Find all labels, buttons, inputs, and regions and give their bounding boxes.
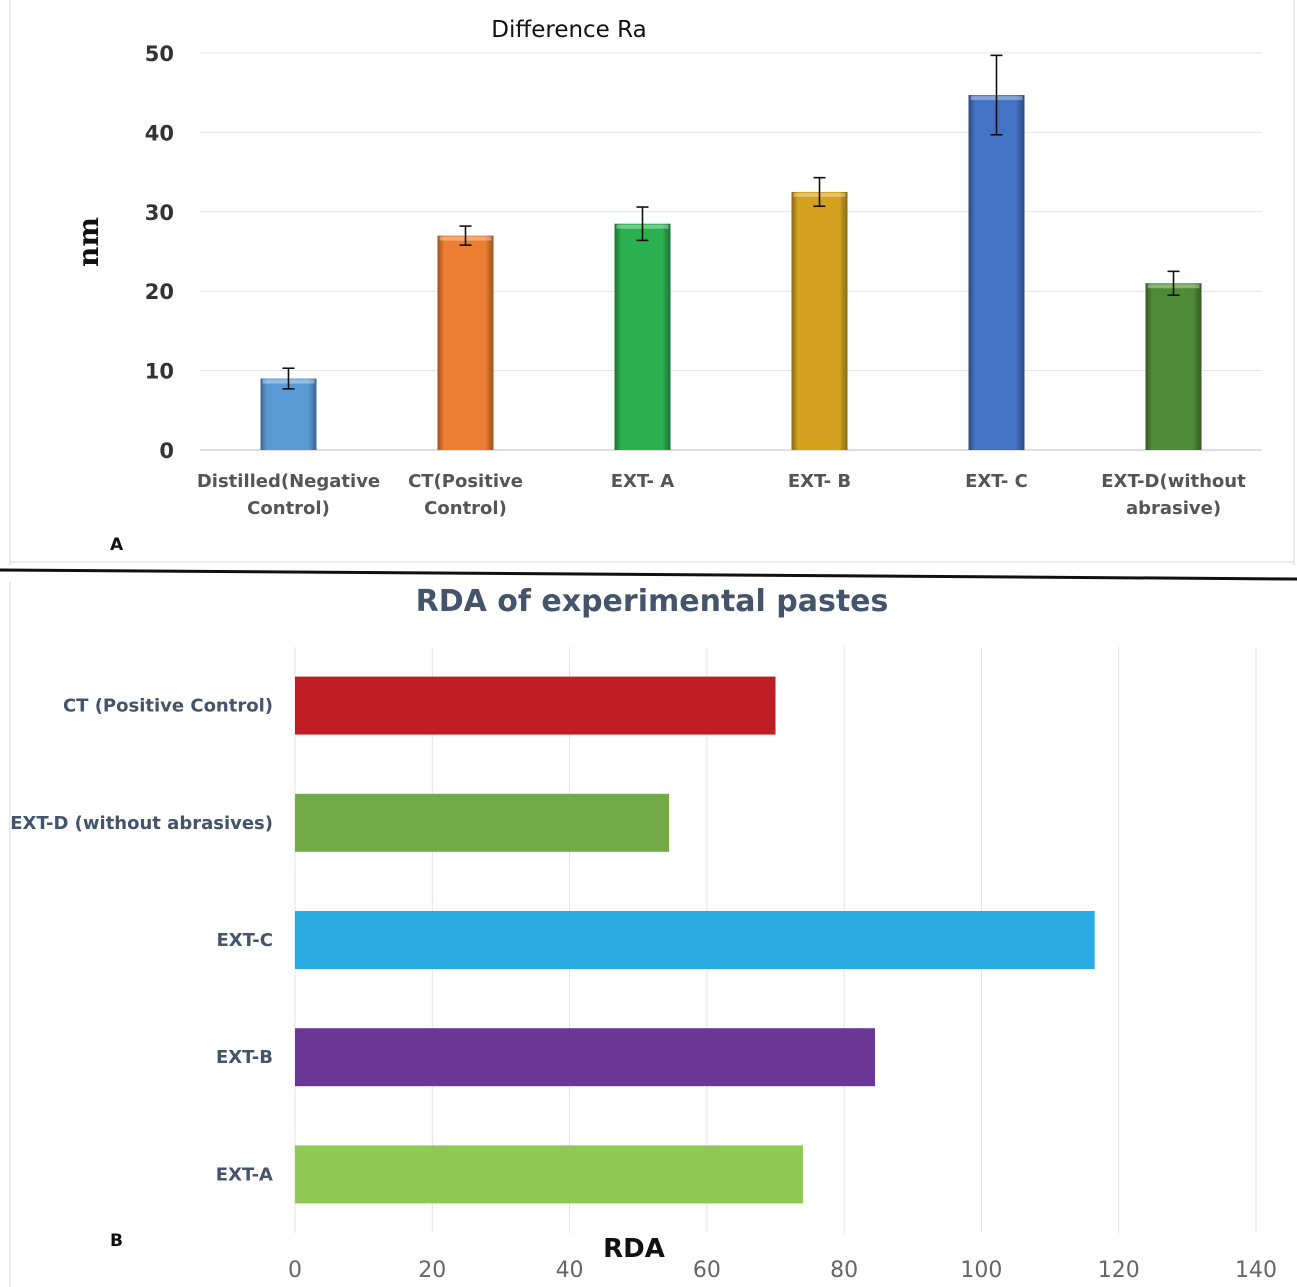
chart-a-x-tick-label: EXT- C	[965, 471, 1028, 492]
chart-a: Difference Ra nm 0 10 20 30 40 50 Distilled(N…	[72, 17, 1262, 555]
chart-b-category-label: EXT-B	[216, 1047, 273, 1068]
chart-a-x-tick-label: EXT- B	[788, 471, 851, 492]
chart-b-bar	[295, 793, 670, 852]
chart-a-x-tick-label: EXT- A	[611, 471, 675, 492]
chart-b-x-tick-label: 0	[288, 1258, 302, 1283]
chart-b-x-tick-label: 60	[693, 1258, 721, 1283]
chart-b-bar	[295, 911, 1095, 969]
panel-b-letter: B	[110, 1231, 123, 1251]
chart-a-y-axis-label: nm	[72, 217, 105, 267]
chart-b-category-label: EXT-C	[217, 930, 274, 951]
chart-a-y-tick-label: 50	[145, 42, 174, 66]
chart-a-bar-shading	[437, 235, 494, 450]
chart-b-category-label: EXT-A	[216, 1164, 273, 1185]
chart-a-gridlines	[200, 52, 1262, 451]
chart-b-x-tick-label: 80	[830, 1258, 858, 1283]
chart-a-x-labels: Distilled(Negative Control) CT(Positive Con…	[197, 471, 1246, 519]
chart-b-x-axis-label: RDA	[603, 1234, 665, 1264]
chart-a-y-tick-label: 0	[159, 439, 174, 463]
chart-b-category-label: EXT-D (without abrasives)	[10, 813, 273, 834]
chart-a-bar-shading	[614, 223, 671, 450]
chart-a-x-tick-label: Distilled(Negative	[197, 471, 380, 492]
chart-b-x-tick-label: 120	[1098, 1258, 1140, 1283]
chart-a-x-tick-label: Control)	[424, 498, 507, 519]
chart-b-x-tick-label: 100	[960, 1258, 1002, 1283]
chart-a-bar-shading	[968, 95, 1025, 450]
chart-b: RDA of experimental pastes CT (Positive …	[10, 584, 1277, 1283]
chart-a-y-tick-label: 40	[145, 121, 174, 145]
chart-a-y-tick-label: 20	[145, 280, 174, 304]
chart-a-x-tick-label: abrasive)	[1126, 498, 1221, 519]
chart-b-x-tick-label: 20	[418, 1258, 446, 1283]
chart-a-bar-shading	[1145, 283, 1202, 450]
chart-a-x-tick-label: EXT-D(without	[1101, 471, 1246, 492]
chart-b-x-tick-label: 40	[556, 1258, 584, 1283]
chart-b-bar	[295, 1145, 803, 1204]
chart-b-category-label: CT (Positive Control)	[63, 696, 273, 717]
panel-a-letter: A	[110, 535, 124, 555]
chart-b-x-ticks: 0 20 40 60 80 100 120 140	[288, 1258, 1277, 1283]
chart-b-bar	[295, 1028, 876, 1087]
chart-b-x-tick-label: 140	[1235, 1258, 1277, 1283]
chart-b-title: RDA of experimental pastes	[416, 584, 889, 619]
chart-a-bar-shading	[791, 191, 848, 450]
chart-a-title: Difference Ra	[491, 17, 646, 43]
chart-a-y-tick-label: 30	[145, 201, 174, 225]
chart-a-bars	[260, 54, 1202, 450]
chart-b-category-labels: CT (Positive Control) EXT-D (without abra…	[10, 696, 273, 1186]
chart-b-bar	[295, 676, 776, 735]
chart-b-bars	[295, 676, 1095, 1204]
chart-a-y-ticks: 0 10 20 30 40 50	[145, 42, 174, 463]
chart-a-bar-shading	[260, 378, 317, 450]
chart-a-x-tick-label: Control)	[247, 498, 330, 519]
chart-a-y-tick-label: 10	[145, 360, 174, 384]
chart-a-x-tick-label: CT(Positive	[408, 471, 523, 492]
panel-separator-line	[0, 568, 1297, 581]
